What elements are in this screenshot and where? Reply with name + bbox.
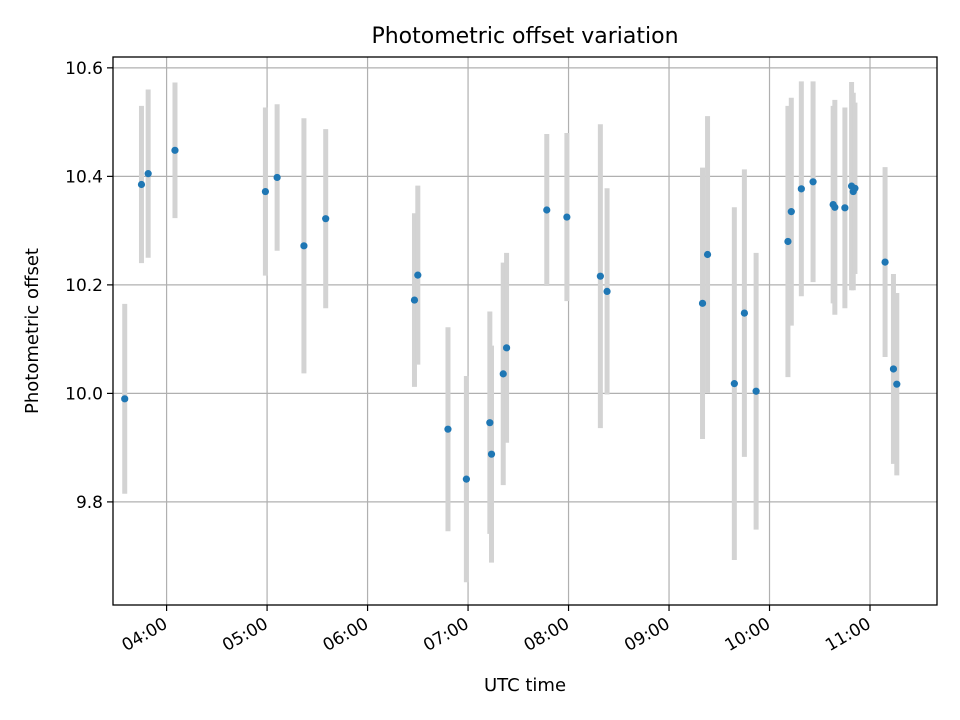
data-point [881, 258, 889, 266]
data-point [137, 180, 146, 189]
data-point [486, 419, 494, 427]
y-tick-label: 10.4 [65, 167, 103, 187]
x-tick-label: 06:00 [320, 614, 372, 656]
data-point [851, 184, 859, 192]
data-point [502, 344, 511, 352]
y-tick-label: 10.6 [65, 59, 103, 79]
data-point [841, 204, 849, 212]
y-tick-label: 10.2 [65, 276, 103, 296]
data-point [730, 380, 738, 388]
data-point [809, 178, 817, 186]
data-point [414, 271, 422, 279]
x-axis-ticks: 04:00 05:00 06:00 07:00 08:00 09:00 10:00 11:00 [119, 605, 875, 656]
errorbars [122, 81, 900, 583]
data-point [703, 250, 712, 259]
x-axis-title: UTC time [484, 675, 566, 696]
data-point [603, 287, 611, 295]
grid [113, 57, 937, 605]
data-point [893, 380, 901, 388]
data-point [171, 146, 179, 154]
data-point [797, 185, 805, 193]
chart-title: Photometric offset variation [371, 24, 678, 49]
data-point [322, 215, 330, 223]
data-point [752, 387, 760, 395]
y-tick-label: 10.0 [65, 384, 103, 404]
data-point [698, 299, 707, 307]
data-point [144, 170, 152, 178]
data-point [543, 206, 551, 214]
data-points [121, 146, 901, 483]
data-point [563, 213, 571, 221]
x-tick-label: 04:00 [119, 614, 171, 656]
data-point [831, 203, 839, 211]
data-point [889, 365, 898, 373]
y-tick-label: 9.8 [76, 493, 103, 513]
data-point [462, 475, 470, 483]
data-point [300, 242, 308, 250]
data-point [596, 272, 604, 280]
x-tick-label: 11:00 [822, 614, 874, 656]
x-tick-label: 08:00 [521, 614, 573, 656]
plot-frame [112, 56, 938, 606]
data-point [444, 425, 452, 433]
x-tick-label: 09:00 [621, 614, 673, 656]
data-point [410, 296, 419, 304]
x-tick-label: 05:00 [219, 614, 271, 656]
data-point [740, 309, 748, 317]
y-axis-ticks: 9.8 10.0 10.2 10.4 10.6 [65, 59, 113, 513]
data-point [273, 173, 281, 182]
x-tick-label: 07:00 [420, 614, 472, 656]
x-tick-label: 10:00 [722, 614, 774, 656]
data-point [121, 395, 129, 403]
data-point [787, 208, 795, 216]
y-axis-title: Photometric offset [22, 248, 43, 414]
data-point [261, 187, 270, 196]
data-point [487, 450, 496, 458]
data-point [784, 237, 792, 246]
data-point [499, 370, 507, 378]
